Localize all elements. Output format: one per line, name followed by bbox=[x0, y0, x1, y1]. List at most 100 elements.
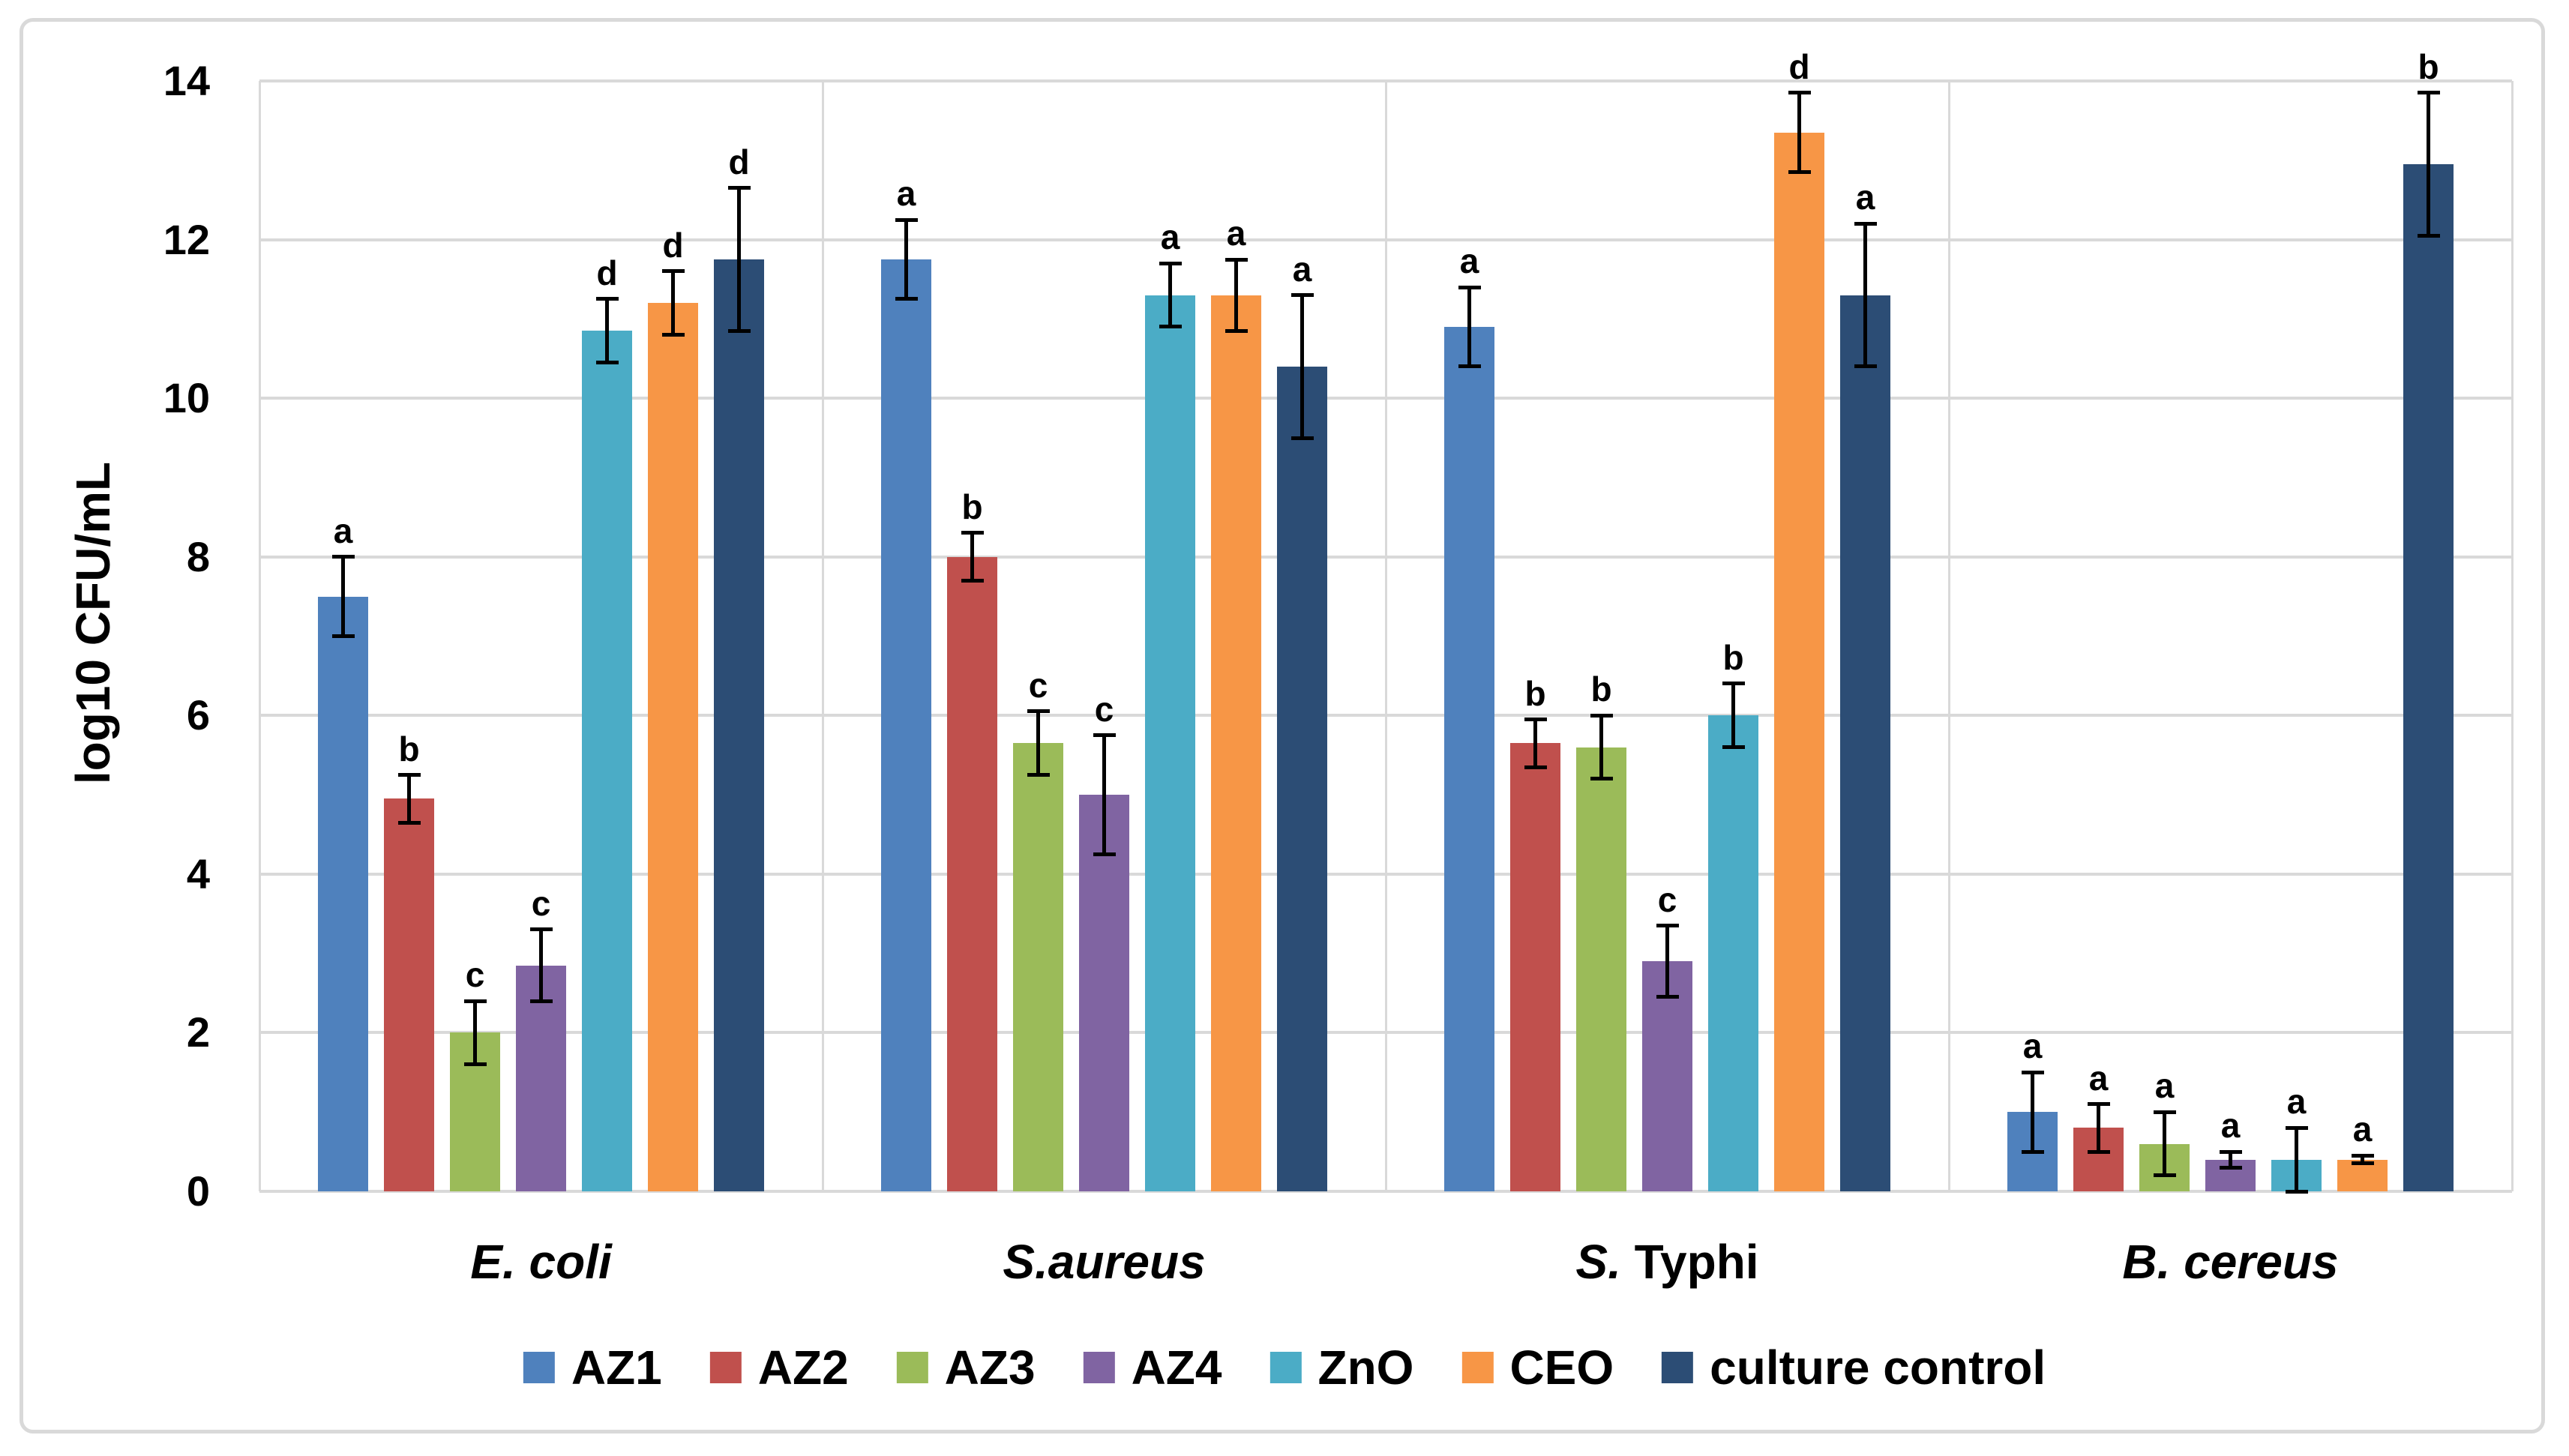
legend-swatch bbox=[523, 1352, 555, 1383]
legend-label: ZnO bbox=[1317, 1341, 1414, 1395]
error-bar-bottom-cap bbox=[1458, 364, 1481, 369]
category-label: E. coli bbox=[279, 1236, 804, 1288]
bar bbox=[1145, 295, 1195, 1191]
legend-label: AZ3 bbox=[944, 1341, 1036, 1395]
error-bar bbox=[2097, 1104, 2100, 1152]
bar bbox=[1642, 961, 1692, 1191]
error-bar bbox=[1036, 711, 1040, 775]
error-bar-top-cap bbox=[2153, 1110, 2176, 1114]
error-bar-bottom-cap bbox=[727, 328, 751, 333]
legend-item: culture control bbox=[1662, 1344, 2046, 1392]
error-bar-top-cap bbox=[1027, 709, 1050, 714]
category-label-regular-part: Typhi bbox=[1620, 1235, 1759, 1289]
error-bar-bottom-cap bbox=[1524, 765, 1547, 769]
error-bar-bottom-cap bbox=[661, 333, 685, 337]
error-bar-bottom-cap bbox=[2219, 1165, 2242, 1170]
error-bar-top-cap bbox=[595, 297, 619, 301]
error-bar-bottom-cap bbox=[1788, 170, 1811, 175]
significance-letter: c bbox=[1028, 665, 1048, 705]
legend-swatch bbox=[1270, 1352, 1302, 1383]
y-tick-label: 14 bbox=[163, 57, 210, 104]
error-bar-bottom-cap bbox=[397, 820, 421, 825]
y-tick-label: 12 bbox=[163, 215, 210, 263]
error-bar bbox=[2229, 1152, 2232, 1168]
legend-item: AZ3 bbox=[896, 1341, 1036, 1395]
category-label-italic-part: S.aureus bbox=[1003, 1235, 1206, 1289]
significance-letter: a bbox=[2022, 1026, 2043, 1066]
legend-label: AZ2 bbox=[757, 1341, 849, 1395]
significance-letter: a bbox=[1855, 178, 1875, 217]
error-bar-bottom-cap bbox=[1854, 364, 1877, 369]
error-bar-top-cap bbox=[2285, 1125, 2308, 1130]
bar bbox=[1774, 132, 1824, 1191]
significance-letter: a bbox=[896, 174, 916, 214]
significance-letter: c bbox=[1094, 689, 1114, 729]
error-bar bbox=[2295, 1128, 2298, 1191]
y-tick-label: 6 bbox=[186, 691, 210, 739]
error-bar-top-cap bbox=[1093, 733, 1116, 738]
legend-item: AZ1 bbox=[523, 1344, 662, 1392]
significance-letter: c bbox=[531, 883, 551, 923]
category-label-italic-part: E. coli bbox=[470, 1235, 612, 1289]
error-bar bbox=[2427, 92, 2430, 236]
significance-letter: b bbox=[398, 729, 420, 768]
error-bar-top-cap bbox=[1656, 924, 1679, 928]
category-label: B. cereus bbox=[1968, 1236, 2493, 1288]
error-bar-top-cap bbox=[661, 269, 685, 274]
significance-letter: a bbox=[1459, 241, 1479, 281]
significance-letter: b bbox=[1722, 637, 1744, 677]
legend-swatch bbox=[709, 1352, 742, 1383]
error-bar-bottom-cap bbox=[1656, 995, 1679, 999]
error-bar-bottom-cap bbox=[961, 578, 984, 583]
error-bar-bottom-cap bbox=[1722, 745, 1745, 750]
error-bar-top-cap bbox=[2219, 1149, 2242, 1154]
error-bar bbox=[1102, 735, 1106, 855]
bar bbox=[1211, 295, 1261, 1191]
error-bar bbox=[1533, 719, 1537, 768]
y-tick-label: 10 bbox=[163, 374, 210, 422]
error-bar bbox=[2361, 1155, 2364, 1164]
error-bar-bottom-cap bbox=[1093, 852, 1116, 856]
legend-label: CEO bbox=[1509, 1341, 1614, 1395]
error-bar bbox=[473, 1001, 477, 1065]
error-bar-top-cap bbox=[1225, 257, 1248, 262]
significance-letter: d bbox=[662, 225, 684, 265]
error-bar bbox=[2031, 1072, 2034, 1152]
significance-letter: d bbox=[728, 142, 750, 181]
significance-letter: a bbox=[2220, 1106, 2241, 1146]
legend-item: ZnO bbox=[1270, 1344, 1413, 1392]
gridline bbox=[259, 1190, 2512, 1193]
bar bbox=[1013, 743, 1063, 1191]
error-bar bbox=[904, 220, 908, 299]
error-bar-top-cap bbox=[2087, 1102, 2110, 1107]
bar bbox=[881, 259, 931, 1191]
error-bar-top-cap bbox=[2021, 1070, 2044, 1074]
significance-letter: a bbox=[2286, 1082, 2307, 1122]
error-bar-top-cap bbox=[2351, 1153, 2374, 1158]
significance-letter: a bbox=[2352, 1110, 2373, 1149]
bar bbox=[1510, 743, 1560, 1191]
error-bar-bottom-cap bbox=[463, 1062, 487, 1067]
error-bar-bottom-cap bbox=[1027, 773, 1050, 777]
error-bar bbox=[1599, 715, 1603, 779]
significance-letter: a bbox=[2088, 1058, 2109, 1098]
significance-letter: a bbox=[2154, 1066, 2175, 1106]
error-bar-top-cap bbox=[961, 531, 984, 535]
significance-letter: a bbox=[1292, 249, 1312, 289]
error-bar bbox=[671, 271, 675, 335]
significance-letter: b bbox=[1590, 670, 1612, 709]
vertical-gridline bbox=[1384, 81, 1387, 1191]
legend: AZ1 AZ2 AZ3 AZ4 ZnO CEO culture control bbox=[523, 1344, 2046, 1392]
error-bar-bottom-cap bbox=[2087, 1149, 2110, 1154]
legend-item: CEO bbox=[1461, 1344, 1614, 1392]
error-bar-top-cap bbox=[1722, 682, 1745, 686]
error-bar bbox=[341, 556, 345, 637]
error-bar-top-cap bbox=[529, 927, 553, 932]
vertical-gridline bbox=[258, 81, 261, 1191]
error-bar-top-cap bbox=[727, 186, 751, 190]
